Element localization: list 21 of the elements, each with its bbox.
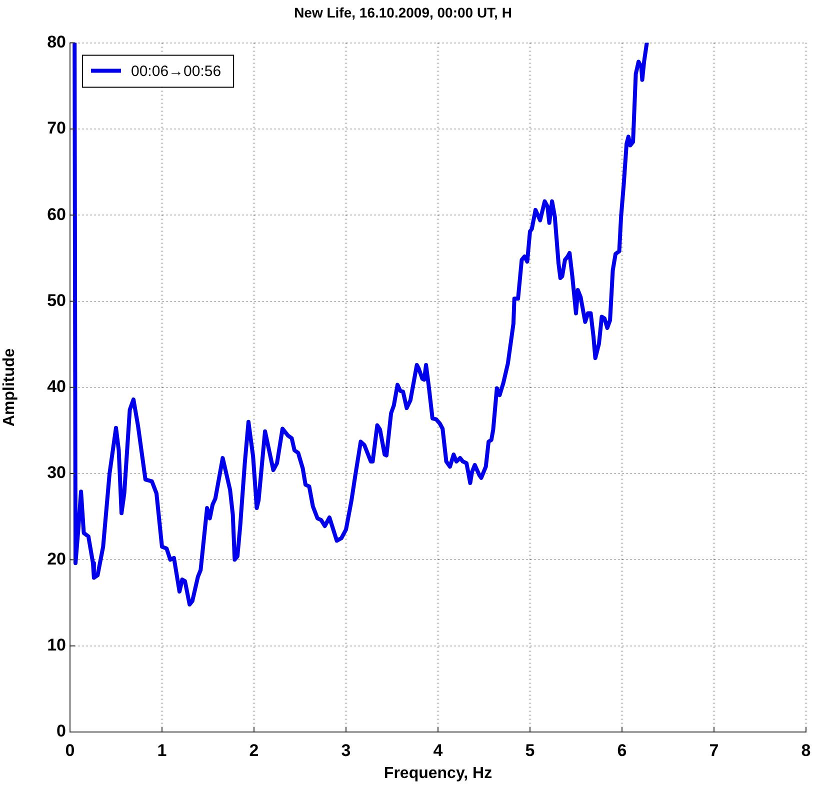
x-tick-label: 5	[525, 740, 535, 760]
y-tick-label: 80	[47, 32, 66, 52]
y-tick-label: 0	[56, 722, 66, 741]
y-tick-label: 20	[47, 549, 66, 568]
y-tick-label: 10	[47, 636, 66, 655]
x-tick-label: 7	[709, 740, 719, 760]
x-axis-title: Frequency, Hz	[384, 764, 492, 782]
x-tick-label: 6	[617, 740, 627, 760]
y-tick-label: 40	[47, 377, 66, 396]
x-tick-label: 8	[801, 740, 811, 760]
chart-title: New Life, 16.10.2009, 00:00 UT, H	[294, 4, 512, 20]
x-tick-label: 1	[157, 740, 167, 760]
x-tick-label: 4	[433, 740, 444, 760]
x-tick-label: 3	[341, 740, 351, 760]
legend-label: 00:06→00:56	[131, 62, 222, 80]
y-axis-title: Amplitude	[1, 348, 18, 427]
x-tick-label: 2	[249, 740, 259, 760]
y-tick-label: 50	[47, 290, 66, 310]
y-tick-label: 70	[47, 118, 66, 138]
y-tick-label: 30	[47, 463, 66, 482]
y-tick-label: 60	[47, 204, 66, 224]
